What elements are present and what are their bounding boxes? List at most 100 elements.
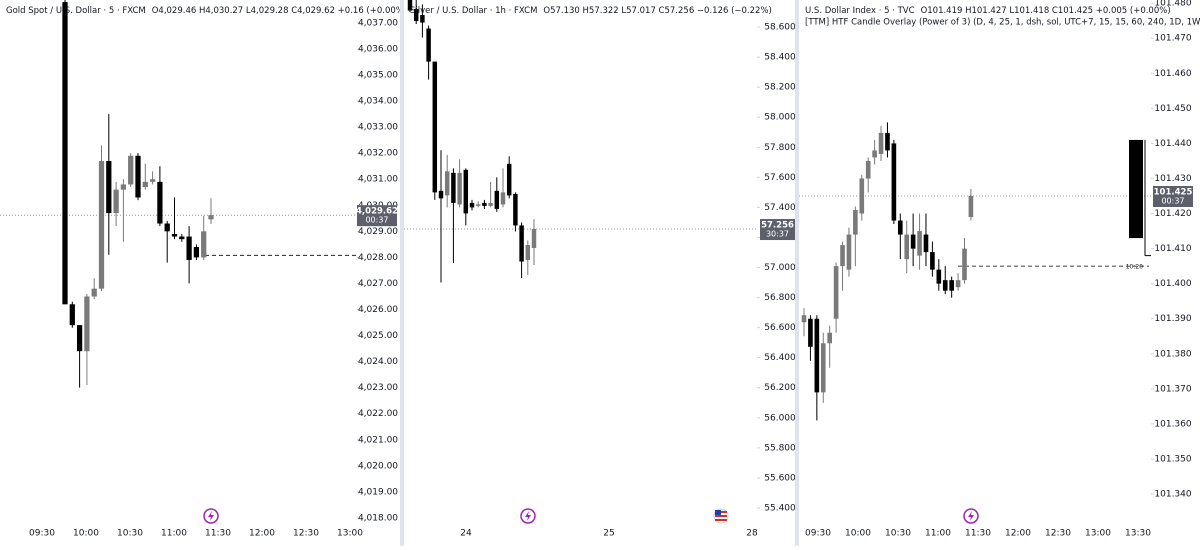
ohlc-readout: O101.419 H101.427 L101.418 C101.425 +0.0… — [921, 6, 1171, 16]
candle-body — [814, 318, 820, 393]
x-tick-label: 28 — [746, 529, 758, 539]
candle-body — [113, 189, 119, 214]
candle-body — [859, 178, 865, 214]
price-label-box — [1153, 186, 1193, 208]
candle-body — [801, 315, 807, 323]
candle-body — [69, 304, 75, 326]
x-tick-label: 13:00 — [1085, 529, 1111, 539]
candle-body — [923, 234, 929, 253]
y-tick-label: 56.000 — [764, 413, 796, 423]
y-tick-label: 101.410 — [1154, 244, 1191, 254]
y-tick-label: 56.600 — [764, 323, 796, 333]
y-tick-label: 101.360 — [1154, 419, 1191, 429]
x-tick-label: 13:00 — [337, 529, 363, 539]
chart-panel: 58.600 58.400 58.200 58.000 57.800 57.600 57.4… — [404, 0, 796, 539]
y-tick-label: 4,035.00 — [358, 71, 398, 81]
candle-body — [475, 204, 481, 206]
candle-body — [833, 266, 839, 319]
x-tick-label: 12:30 — [293, 529, 319, 539]
y-tick-label: 4,028.00 — [358, 253, 398, 263]
candle-body — [488, 202, 493, 206]
candle-body — [76, 325, 83, 352]
chart-title: U.S. Dollar Index · 5 · TVC — [805, 6, 915, 16]
candle-body — [878, 132, 884, 154]
candle-body — [469, 202, 475, 208]
chart-panel: 101.480 101.470 101.460 101.450 101.440 101.4… — [799, 0, 1200, 539]
chart-title: Silver / U.S. Dollar · 1h · FXCM — [410, 6, 537, 16]
x-tick-label: 12:00 — [1005, 529, 1031, 539]
countdown: 00:37 — [365, 216, 388, 225]
x-tick-label: 10:00 — [845, 529, 871, 539]
x-tick-label: 25 — [603, 529, 614, 539]
event-icon[interactable] — [963, 508, 979, 524]
y-tick-label: 57.000 — [764, 263, 796, 273]
y-tick-label: 101.420 — [1154, 209, 1191, 219]
x-tick-label: 11:00 — [925, 529, 951, 539]
candle-body — [917, 231, 922, 256]
candle-body — [885, 132, 890, 151]
y-tick-label: 58.400 — [764, 53, 796, 63]
candle-body — [208, 215, 214, 220]
candle-body — [120, 184, 127, 190]
countdown: 30:37 — [766, 230, 789, 239]
y-tick-label: 56.800 — [764, 293, 796, 303]
candle-body — [193, 246, 200, 258]
y-tick-label: 4,029.00 — [358, 227, 398, 237]
candle-body — [897, 220, 903, 235]
candle-body — [827, 332, 832, 344]
y-tick-label: 55.600 — [764, 473, 796, 483]
y-tick-label: 57.600 — [764, 173, 796, 183]
candle-body — [910, 234, 916, 249]
y-tick-label: 101.460 — [1154, 69, 1191, 79]
candle-body — [451, 172, 456, 203]
candle-body — [513, 193, 518, 226]
candle-body — [98, 161, 105, 289]
x-tick-label: 12:30 — [1045, 529, 1071, 539]
x-tick-label: 10:30 — [117, 529, 143, 539]
y-tick-label: 101.380 — [1154, 349, 1191, 359]
chart-panel: 4,037.00 4,036.00 4,035.00 4,034.00 4,033.00… — [0, 0, 407, 539]
y-tick-label: 4,023.00 — [358, 383, 398, 393]
chart-header: Gold Spot / U.S. Dollar · 5 · FXCM O4,029… — [6, 6, 407, 16]
chart-header: Silver / U.S. Dollar · 1h · FXCM O57.130 … — [410, 6, 772, 16]
htf-candle-body — [1129, 139, 1143, 239]
y-tick-label: 101.370 — [1154, 384, 1191, 394]
candle-body — [872, 150, 877, 158]
x-tick-label: 09:30 — [29, 529, 55, 539]
candle-body — [463, 169, 469, 214]
candle-body — [891, 143, 897, 221]
candle-body — [164, 223, 170, 232]
flag-icon[interactable] — [713, 508, 729, 524]
candle-body — [413, 9, 419, 22]
candle-body — [432, 61, 438, 193]
panel-divider — [400, 0, 404, 546]
y-tick-label: 4,019.00 — [358, 487, 398, 497]
candle-body — [955, 280, 961, 288]
y-tick-label: 4,033.00 — [358, 123, 398, 133]
htf-time-label: 10:20 — [1126, 264, 1143, 271]
price-label-box — [760, 219, 795, 241]
candle-body — [420, 15, 425, 23]
y-tick-label: 101.440 — [1154, 139, 1191, 149]
candle-body — [936, 269, 942, 284]
candle-body — [853, 210, 858, 235]
x-tick-label: 10:30 — [885, 529, 911, 539]
candle-body — [457, 172, 462, 205]
y-tick-label: 4,018.00 — [358, 513, 398, 523]
candle-body — [179, 236, 185, 240]
y-tick-label: 101.470 — [1154, 34, 1191, 44]
candle-body — [808, 318, 813, 347]
candle-body — [968, 196, 974, 218]
candle-body — [820, 343, 826, 393]
y-tick-label: 55.400 — [764, 503, 796, 513]
event-icon[interactable] — [520, 508, 536, 524]
x-tick-label: 11:30 — [965, 529, 991, 539]
y-tick-label: 57.400 — [764, 203, 796, 213]
event-icon[interactable] — [203, 508, 219, 524]
candle-body — [84, 296, 90, 352]
price-label: 4,029.62 — [356, 207, 398, 217]
candle-body — [506, 163, 512, 196]
y-tick-label: 4,027.00 — [358, 279, 398, 289]
x-tick-label: 11:00 — [161, 529, 187, 539]
